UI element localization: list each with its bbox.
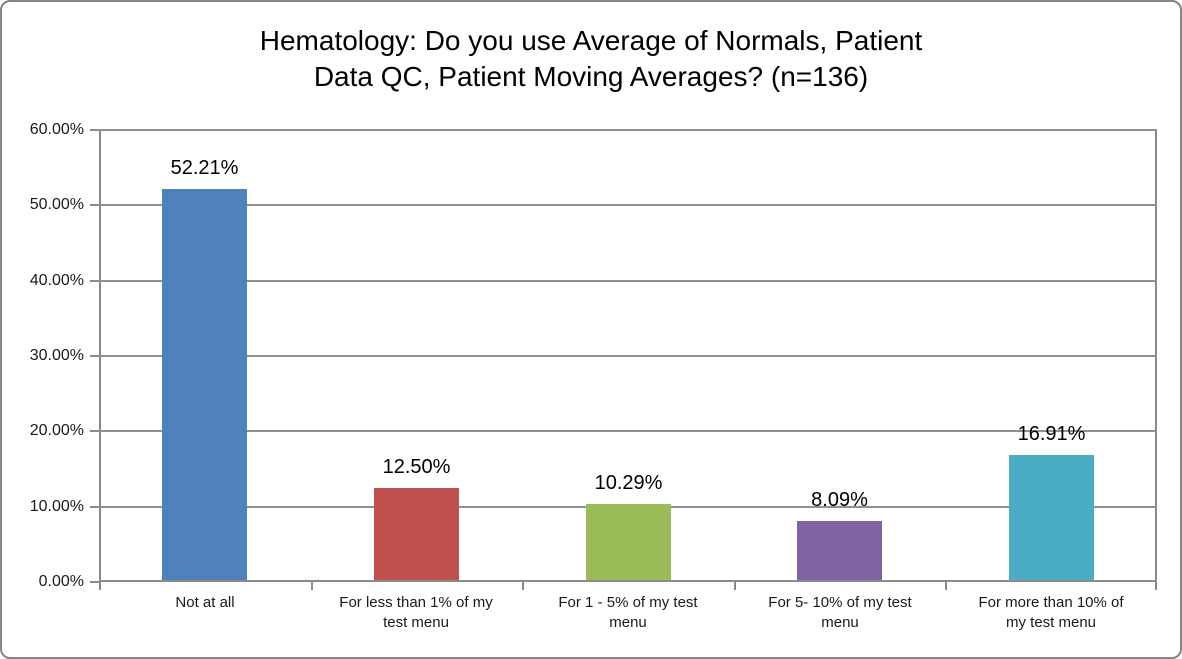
- x-axis-tick: [311, 582, 313, 590]
- y-axis-tick: [90, 581, 99, 583]
- y-axis-label: 0.00%: [38, 573, 84, 590]
- bar: [797, 521, 882, 582]
- plot-area: 0.00% 10.00% 20.00% 30.00% 40.00% 50.00% 60.00…: [30, 121, 1157, 631]
- x-axis-tick: [522, 582, 524, 590]
- gridline: [99, 204, 1157, 207]
- y-axis-tick: [90, 129, 99, 131]
- chart-title-line-2: Data QC, Patient Moving Averages? (n=136…: [313, 61, 869, 92]
- y-axis-tick: [90, 430, 99, 433]
- chart-title: Hematology: Do you use Average of Normal…: [2, 23, 1180, 95]
- category-label: For 5- 10% of my test menu: [768, 594, 912, 631]
- category-label: For 1 - 5% of my test menu: [558, 594, 698, 631]
- bar-value-label: 12.50%: [382, 456, 451, 478]
- gridline: [99, 355, 1157, 357]
- plot-right-border: [1155, 130, 1157, 590]
- y-axis-tick: [90, 204, 99, 207]
- gridline: [99, 430, 1157, 433]
- bar: [162, 189, 247, 582]
- y-axis-label: 40.00%: [29, 271, 84, 289]
- y-axis-tick: [90, 355, 99, 357]
- bar: [586, 504, 671, 582]
- category-label: For more than 10% of my test menu: [978, 594, 1124, 631]
- y-axis-tick: [90, 279, 99, 282]
- y-axis-label: 60.00%: [29, 121, 84, 138]
- y-axis-label: 30.00%: [29, 347, 84, 364]
- y-axis-label: 20.00%: [29, 422, 84, 440]
- x-axis-tick: [734, 582, 736, 590]
- x-axis-tick: [99, 582, 101, 590]
- x-axis-tick: [945, 582, 947, 590]
- bar-value-label: 16.91%: [1017, 423, 1086, 445]
- bar-value-label: 8.09%: [811, 489, 868, 511]
- chart-title-line-1: Hematology: Do you use Average of Normal…: [259, 25, 923, 56]
- x-axis-tick: [1155, 582, 1157, 590]
- y-axis-label: 10.00%: [29, 497, 84, 515]
- category-label: Not at all: [175, 594, 235, 611]
- bar-value-label: 52.21%: [170, 157, 239, 179]
- category-label: For less than 1% of my test menu: [339, 594, 493, 631]
- y-axis-tick: [90, 505, 99, 508]
- bar-value-label: 10.29%: [594, 472, 663, 494]
- gridline: [99, 129, 1157, 131]
- bar: [1009, 455, 1094, 582]
- y-axis-label: 50.00%: [29, 196, 84, 214]
- bar: [374, 488, 459, 582]
- x-axis-line: [99, 580, 1157, 582]
- gridline: [99, 279, 1157, 282]
